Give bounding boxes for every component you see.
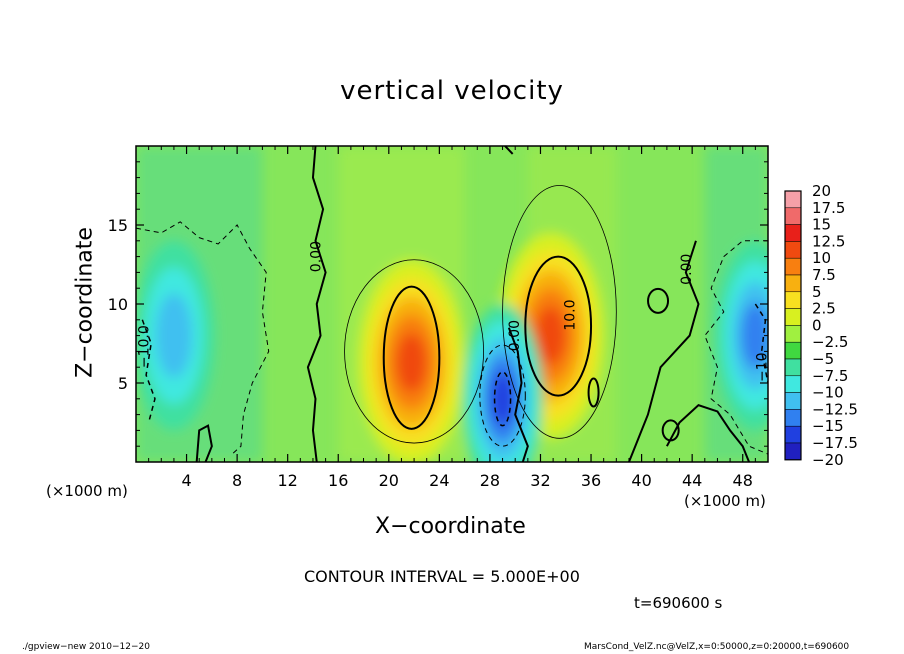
time-stamp: t=690600 s [634, 594, 723, 612]
colorbar-swatch [784, 325, 802, 343]
y-axis-label: Z−coordinate [72, 227, 98, 378]
x-tick-label: 20 [379, 471, 399, 490]
colorbar-swatch [784, 207, 802, 225]
contour-labels: 0.00 0.00 0.00 10.0 −10.0 −10 [137, 241, 771, 382]
contour-negative [704, 240, 768, 455]
colorbar-label: 20 [812, 182, 831, 200]
contour-label: −10 [755, 352, 771, 382]
chart-title: vertical velocity [340, 76, 564, 106]
y-axis: 5 10 15 [108, 161, 768, 447]
contour-label: −10.0 [137, 325, 153, 368]
contour-interval: CONTOUR INTERVAL = 5.000E+00 [304, 567, 580, 586]
contour-zero [661, 419, 680, 442]
y-tick-label: 15 [108, 216, 128, 235]
colorbar-swatch [784, 392, 802, 410]
contour-label: 0.00 [507, 320, 523, 351]
colorbar-swatch [784, 190, 802, 209]
colorbar-label: −12.5 [812, 400, 858, 418]
updraft-level [396, 333, 427, 392]
x-tick-label: 24 [429, 471, 449, 490]
x-tick-label: 8 [232, 471, 242, 490]
x-axis: 4 8 12 16 20 24 28 32 36 40 44 48 [148, 146, 756, 490]
colorbar-label: 0 [812, 316, 822, 334]
downdraft-level [741, 302, 768, 369]
x-axis-label: X−coordinate [375, 514, 526, 539]
colorbar-swatch [784, 375, 802, 393]
x-tick-label: 44 [682, 471, 702, 490]
colorbar-swatch [784, 442, 802, 461]
downdraft-level [155, 293, 192, 378]
contour-label: 0.00 [679, 254, 695, 285]
colorbar-label: −5 [812, 350, 834, 368]
colorbar-label: 15 [812, 216, 831, 234]
contour-negative [136, 221, 270, 455]
colorbar-label: 12.5 [812, 232, 845, 250]
contour-label: 10.0 [563, 299, 579, 330]
contour-negative [493, 371, 512, 427]
x-tick-label: 48 [733, 471, 753, 490]
x-unit-right: (×1000 m) [684, 492, 766, 510]
heatmap-field [136, 146, 768, 462]
footer-left: ./gpview−new 2010−12−20 [22, 642, 150, 652]
colorbar-label: 7.5 [812, 266, 836, 284]
contour-zero [665, 403, 750, 462]
colorbar-swatch [784, 358, 802, 377]
x-tick-label: 28 [480, 471, 500, 490]
colorbar-label: 10 [812, 249, 831, 267]
colorbar-swatch [784, 409, 802, 427]
x-tick-label: 16 [328, 471, 348, 490]
x-tick-label: 40 [631, 471, 651, 490]
contour-label: 0.00 [309, 241, 325, 272]
colorbar-label: −10 [812, 384, 844, 402]
contour-zero [647, 287, 670, 314]
contour-ten [382, 285, 441, 430]
contour-five [344, 259, 484, 444]
colorbar-swatch [784, 341, 802, 360]
colorbar-label: 5 [812, 283, 822, 301]
contour-lines [136, 146, 768, 462]
downdraft-level [491, 371, 515, 426]
y-tick-label: 5 [118, 374, 128, 393]
colorbar-frame [784, 190, 802, 461]
contour-zero [195, 424, 213, 462]
colorbar-label: −7.5 [812, 367, 848, 385]
contour-negative [479, 344, 526, 447]
colorbar-swatch [784, 425, 802, 444]
x-tick-label: 12 [278, 471, 298, 490]
contour-ten [524, 255, 593, 397]
contour-negative [141, 319, 156, 423]
colorbar-swatch [784, 274, 802, 293]
colorbar-swatch [784, 308, 802, 326]
colorbar-swatch [784, 241, 802, 259]
updraft-level [535, 306, 566, 365]
footer-right: MarsCond_VelZ.nc@VelZ,x=0:50000,z=0:2000… [584, 642, 850, 652]
colorbar-label: 17.5 [812, 199, 845, 217]
heatmap-blobs [136, 146, 768, 462]
contour-zero [504, 146, 514, 155]
colorbar-label: −17.5 [812, 434, 858, 452]
contour-ten [587, 377, 600, 408]
colorbar-label: −20 [812, 451, 844, 469]
colorbar-swatch [784, 224, 802, 242]
contour-zero [306, 146, 327, 462]
x-tick-label: 36 [581, 471, 601, 490]
x-unit-left: (×1000 m) [46, 482, 128, 500]
contour-five [502, 185, 617, 439]
colorbar-swatch [784, 291, 802, 309]
y-tick-label: 10 [108, 295, 128, 314]
x-tick-label: 32 [530, 471, 550, 490]
colorbar-label: 2.5 [812, 300, 836, 318]
colorbar-label: −15 [812, 417, 844, 435]
colorbar-label: −2.5 [812, 333, 848, 351]
x-tick-label: 4 [181, 471, 191, 490]
contour-zero [628, 240, 700, 462]
colorbar: 2017.51512.5107.552.50−2.5−5−7.5−10−12.5… [784, 182, 858, 469]
colorbar-swatch [784, 257, 802, 276]
